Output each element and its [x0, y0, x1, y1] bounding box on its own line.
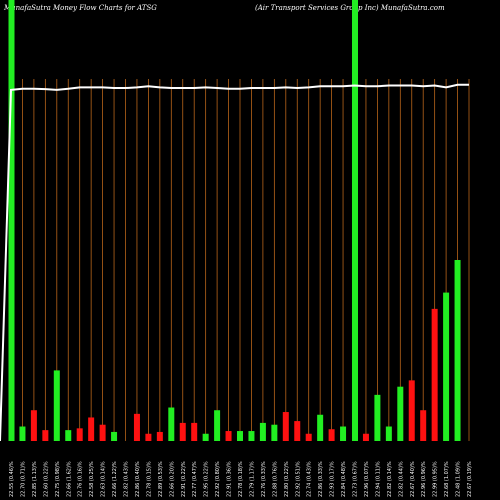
tick-label: 22.58 (0.25)% [89, 461, 95, 497]
tick-label: 22.48 (1.09)% [456, 461, 462, 497]
bar [271, 424, 278, 441]
bar [408, 380, 415, 441]
bar [99, 424, 106, 441]
tick-label: 22.68 (1.07)% [444, 461, 450, 497]
bar [76, 428, 83, 441]
bar [145, 433, 152, 441]
bar [202, 433, 209, 441]
bar [374, 394, 381, 441]
bar [248, 431, 255, 441]
bar [305, 433, 312, 441]
tick-label: 22.66 (1.62)% [66, 461, 72, 497]
tick-label: 22.91 (0.36)% [227, 461, 233, 497]
tick-label: 22.94 (0.11)% [375, 461, 381, 497]
bar [225, 431, 232, 441]
tick-label: 22.66 (0.20)% [169, 461, 175, 497]
grid-lines [10, 79, 470, 441]
chart-title-right: (Air Transport Services Group Inc) Munaf… [255, 4, 445, 12]
tick-label: 22.85 (1.13)% [32, 461, 38, 497]
chart-title-left: MunafaSutra Money Flow Charts for ATSG [4, 4, 157, 12]
spike-bars [8, 0, 358, 441]
tick-label: 22.70 (0.71)% [20, 461, 26, 497]
tick-label: 22.66 (1.22)% [112, 461, 118, 497]
tick-label: 22.74 (0.43)% [307, 461, 313, 497]
bars [19, 260, 461, 441]
bar [259, 422, 266, 441]
tick-label: 22.77 (0.47)% [192, 461, 198, 497]
bar [156, 431, 163, 441]
tick-label: 22.67 (0.40)% [410, 461, 416, 497]
bar [294, 421, 301, 441]
bar [19, 426, 26, 441]
tick-label: 22.86 (0.40)% [135, 461, 141, 497]
tick-label: 22.82 (0.43)% [124, 461, 130, 497]
tick-label: 22.73 (0.67)% [353, 461, 359, 497]
tick-label: 22.78 (0.18)% [238, 461, 244, 497]
tick-label: 22.80 (0.22)% [284, 461, 290, 497]
tick-label: 22.82 (0.44)% [398, 461, 404, 497]
bar [317, 414, 324, 441]
bar [214, 410, 221, 441]
tick-label: 22.91 (0.22)% [181, 461, 187, 497]
tick-label: 22.93 (0.17)% [330, 461, 336, 497]
tick-label: 22.96 (0.96)% [421, 461, 427, 497]
bar [328, 429, 335, 441]
tick-label: 22.79 (1.17)% [249, 461, 255, 497]
tick-labels: 22.55 (0.46)% 22.70 (0.71)% 22.85 (1.13)% 2… [9, 461, 473, 497]
tick-label: 22.96 (0.07)% [364, 461, 370, 497]
tick-label: 22.92 (0.80)% [215, 461, 221, 497]
bar [88, 417, 95, 441]
tick-label: 22.84 (0.48)% [341, 461, 347, 497]
tick-label: 22.55 (0.46)% [9, 461, 15, 497]
tick-label: 22.76 (0.16)% [78, 461, 84, 497]
bar [237, 431, 243, 441]
money-flow-line [0, 83, 469, 442]
bar [30, 410, 37, 441]
bar [65, 430, 72, 441]
spike-bar [352, 0, 358, 441]
tick-label: 22.95 (0.22)% [204, 461, 210, 497]
tick-label: 22.89 (0.53)% [158, 461, 164, 497]
tick-label: 22.99 (0.95)% [433, 461, 439, 497]
tick-label: 22.67 (0.19)% [467, 461, 473, 497]
bar [385, 426, 392, 441]
bar [168, 407, 175, 441]
tick-label: 22.88 (0.76)% [272, 461, 278, 497]
tick-label: 22.63 (0.14)% [101, 461, 107, 497]
bar [111, 431, 118, 441]
tick-label: 22.60 (0.22)% [43, 461, 49, 497]
tick-label: 22.78 (0.15)% [146, 461, 152, 497]
bar [191, 422, 198, 441]
bar [133, 413, 140, 441]
bar [53, 370, 60, 441]
tick-label: 22.86 (0.33)% [318, 461, 324, 497]
bar [42, 430, 49, 441]
bar [454, 260, 461, 441]
bar [179, 422, 186, 441]
bar [397, 386, 404, 441]
bar [340, 426, 347, 441]
bar [362, 433, 369, 441]
bar [431, 308, 438, 441]
tick-label: 22.82 (0.14)% [387, 461, 393, 497]
tick-label: 22.92 (0.51)% [295, 461, 301, 497]
bar [282, 412, 289, 441]
tick-label: 22.76 (0.33)% [261, 461, 267, 497]
spike-bar [8, 0, 15, 441]
bar [443, 292, 450, 441]
bar [420, 410, 427, 441]
tick-label: 22.75 (0.98)% [55, 461, 61, 497]
